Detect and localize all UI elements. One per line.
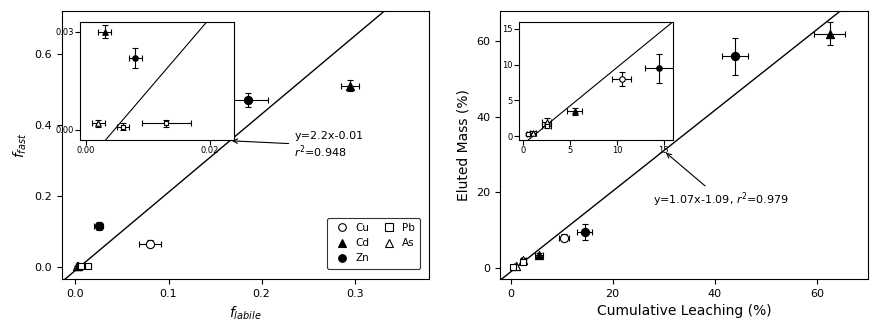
Point [342,83,356,88]
Text: y=2.2x-0.01
$r^2$=0.948: y=2.2x-0.01 $r^2$=0.948 [233,131,363,160]
Point [508,263,522,269]
Point [577,229,591,235]
Point [822,31,836,36]
Point [143,241,157,246]
Point [557,235,571,240]
Y-axis label: $f_{fast}$: $f_{fast}$ [11,133,28,158]
X-axis label: $f_{labile}$: $f_{labile}$ [229,304,262,322]
Legend: Cu, Cd, Zn, Pb, As: Cu, Cd, Zn, Pb, As [327,218,420,269]
Point [71,263,85,268]
Point [515,259,529,265]
Point [515,258,529,263]
Text: y=1.07x-1.09, $r^2$=0.979: y=1.07x-1.09, $r^2$=0.979 [652,154,788,209]
Y-axis label: Eluted Mass (%): Eluted Mass (%) [457,89,471,201]
Point [531,252,545,257]
Point [81,263,95,269]
Point [70,263,84,269]
Point [74,264,88,269]
Point [506,264,520,269]
Point [91,223,105,229]
Point [241,97,255,103]
Point [727,54,741,59]
X-axis label: Cumulative Leaching (%): Cumulative Leaching (%) [596,304,771,318]
